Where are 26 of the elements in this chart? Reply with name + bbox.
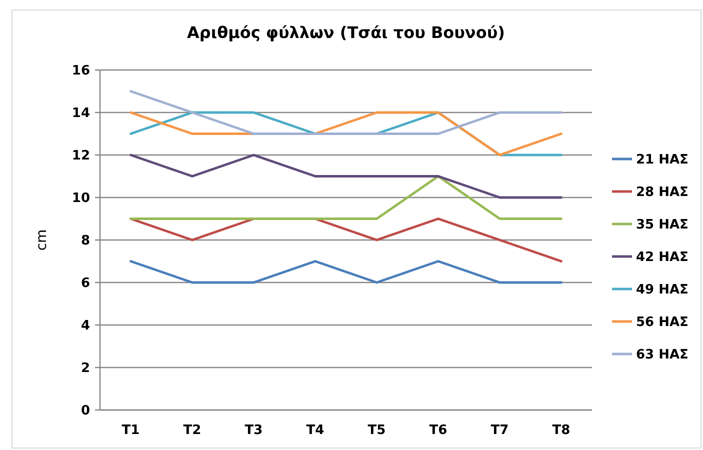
y-tick-label: 12 [72, 148, 90, 164]
y-tick-label: 14 [72, 106, 90, 122]
y-tick-label: 10 [72, 191, 90, 206]
x-tick-label: T3 [244, 423, 263, 438]
x-tick-label: T6 [429, 423, 448, 438]
x-tick-label: T1 [122, 423, 140, 438]
x-tick-label: T5 [368, 423, 386, 438]
y-tick-label: 2 [80, 361, 90, 376]
legend-label: 42 ΗΑΣ [636, 250, 688, 266]
y-tick-label: 4 [80, 318, 90, 334]
y-tick-label: 8 [80, 234, 90, 249]
legend-label: 49 ΗΑΣ [636, 282, 688, 298]
chart-title: Αριθμός φύλλων (Τσάι του Βουνού) [187, 23, 505, 42]
legend-label: 56 ΗΑΣ [636, 315, 688, 330]
y-tick-label: 0 [80, 404, 90, 419]
legend-label: 28 ΗΑΣ [636, 185, 688, 200]
legend-label: 21 ΗΑΣ [636, 152, 688, 168]
x-tick-label: T7 [490, 423, 509, 438]
legend-label: 35 ΗΑΣ [636, 218, 688, 233]
x-tick-label: T4 [306, 423, 324, 438]
y-tick-label: 16 [72, 64, 90, 79]
y-axis-title: cm [34, 229, 50, 251]
legend-label: 63 ΗΑΣ [636, 348, 688, 363]
x-tick-label: T8 [552, 423, 570, 438]
x-tick-label: T2 [183, 423, 202, 438]
y-tick-label: 6 [80, 276, 90, 292]
